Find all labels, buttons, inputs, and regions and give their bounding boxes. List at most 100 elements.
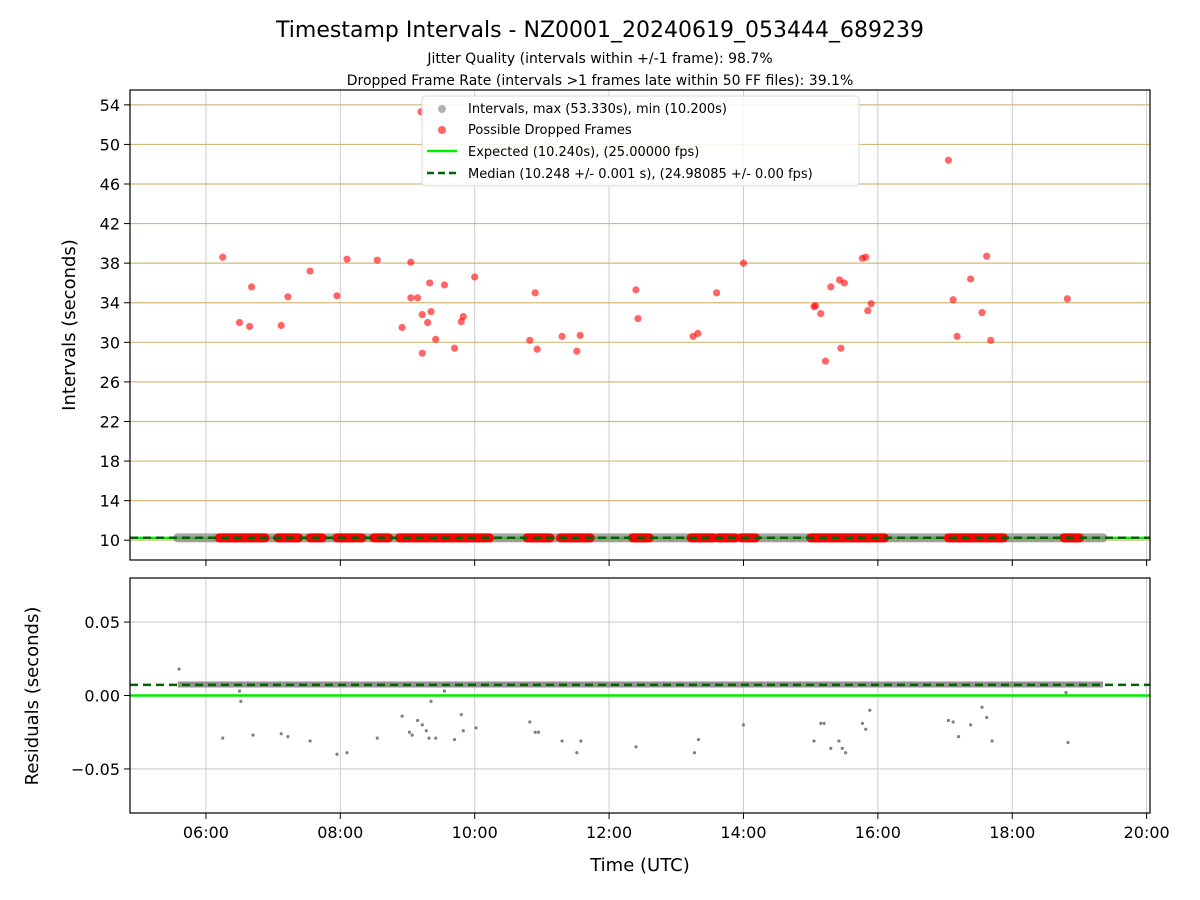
dropped-frame-point (427, 308, 435, 316)
chart-subtitle-dropped: Dropped Frame Rate (intervals >1 frames … (347, 73, 854, 89)
x-tick-label: 08:00 (317, 823, 363, 842)
dropped-frame-point (424, 318, 432, 327)
top-panel-dropped-frame-points (130, 108, 1150, 543)
top-panel-axes: 10 14 18 22 26 30 34 38 42 46 50 54 (100, 89, 1151, 566)
dropped-frame-point (333, 292, 341, 300)
dropped-frame-point (944, 156, 953, 164)
residual-point (407, 730, 412, 734)
residual-point (410, 733, 414, 737)
dropped-frame-point (343, 255, 351, 263)
residual-point (956, 735, 961, 739)
y-tick-label: 10 (100, 531, 120, 550)
dropped-frame-point (533, 345, 541, 353)
dropped-frame-point (817, 310, 825, 318)
bottom-panel-reference-lines (130, 683, 1150, 697)
dropped-frame-point (1063, 295, 1071, 303)
residual-point (1066, 740, 1070, 745)
residual-point (579, 739, 583, 743)
dropped-frame-point (949, 296, 957, 304)
dropped-frame-point (862, 253, 870, 261)
residual-point (946, 718, 951, 723)
residual-point (692, 751, 697, 755)
residual-point (812, 739, 816, 743)
residual-point (536, 730, 541, 734)
dropped-frame-point (576, 331, 584, 339)
residual-point (420, 723, 424, 727)
dropped-frame-point (471, 273, 479, 281)
bottom-panel-axes: −0.05 0.00 0.05 06:00 08:00 10:00 12:00 14:00 16… (71, 577, 1170, 842)
dropped-frame-point (558, 332, 566, 340)
top-y-axis-label: Intervals (seconds) (59, 239, 80, 411)
y-tick-label: 54 (100, 96, 120, 115)
dropped-frame-point (634, 314, 642, 323)
residual-point (696, 737, 701, 742)
residual-point (634, 745, 638, 749)
residual-point (819, 721, 823, 726)
dropped-frame-point (739, 259, 748, 267)
legend-label-expected: Expected (10.240s), (25.00000 fps) (468, 145, 699, 160)
dropped-frame-point (426, 279, 434, 287)
dropped-frame-point (407, 258, 415, 266)
dropped-frame-point (827, 283, 835, 291)
residual-point (560, 739, 564, 743)
dropped-frame-point (840, 279, 848, 287)
residual-point (427, 736, 431, 740)
residual-point (951, 720, 955, 724)
chart-title: Timestamp Intervals - NZ0001_20240619_05… (275, 18, 924, 43)
legend-label-dropped: Possible Dropped Frames (468, 123, 632, 138)
y-tick-label: 0.05 (84, 613, 120, 632)
residual-point (251, 733, 255, 737)
y-tick-label: 14 (100, 492, 120, 511)
dropped-frame-point (811, 302, 819, 310)
residual-point (286, 735, 290, 739)
dropped-frame-point (418, 349, 426, 357)
residual-point (528, 720, 532, 724)
y-tick-label: 26 (100, 373, 120, 392)
dropped-frame-point (459, 312, 467, 321)
dropped-frame-point (248, 283, 256, 291)
dropped-frame-point (277, 321, 285, 330)
dropped-frame-point (418, 311, 426, 319)
residual-point (221, 736, 225, 740)
residual-point (980, 705, 984, 709)
x-tick-label: 16:00 (855, 823, 901, 842)
y-tick-label: 50 (100, 135, 120, 154)
bottom-y-axis-label: Residuals (seconds) (22, 607, 43, 786)
x-tick-label: 18:00 (989, 823, 1035, 842)
y-tick-label: 0.00 (84, 687, 120, 706)
residual-point (840, 746, 844, 750)
residual-point (308, 739, 312, 743)
residual-point (400, 714, 404, 718)
residual-point (459, 712, 463, 717)
dropped-frame-point (306, 267, 314, 275)
residual-point (860, 721, 865, 726)
y-tick-label: −0.05 (71, 760, 120, 779)
legend-label-median: Median (10.248 +/- 0.001 s), (24.98085 +… (468, 167, 813, 182)
residual-point (239, 699, 243, 703)
y-tick-label: 30 (100, 333, 120, 352)
residual-point (837, 739, 841, 743)
residual-point (345, 751, 349, 755)
residual-point (990, 739, 994, 743)
residual-point (575, 751, 579, 755)
residual-point (968, 723, 973, 727)
dropped-frame-point (864, 307, 872, 315)
dropped-frame-point (978, 309, 986, 317)
dropped-frame-point (632, 286, 640, 294)
dropped-frame-point (219, 253, 227, 261)
residual-point (452, 737, 457, 742)
legend-box (421, 95, 860, 187)
dropped-frame-point (987, 336, 995, 344)
legend-marker-intervals (438, 105, 446, 113)
residual-point (533, 730, 537, 734)
chart-subtitle-jitter: Jitter Quality (intervals within +/-1 fr… (426, 51, 772, 67)
residual-point (335, 752, 339, 756)
dropped-frame-point (953, 332, 961, 340)
dropped-frame-point (450, 344, 459, 352)
residual-point (461, 729, 465, 733)
residual-point (474, 726, 478, 730)
residual-point (279, 732, 283, 736)
residual-point (375, 736, 379, 740)
residual-point (434, 736, 438, 740)
